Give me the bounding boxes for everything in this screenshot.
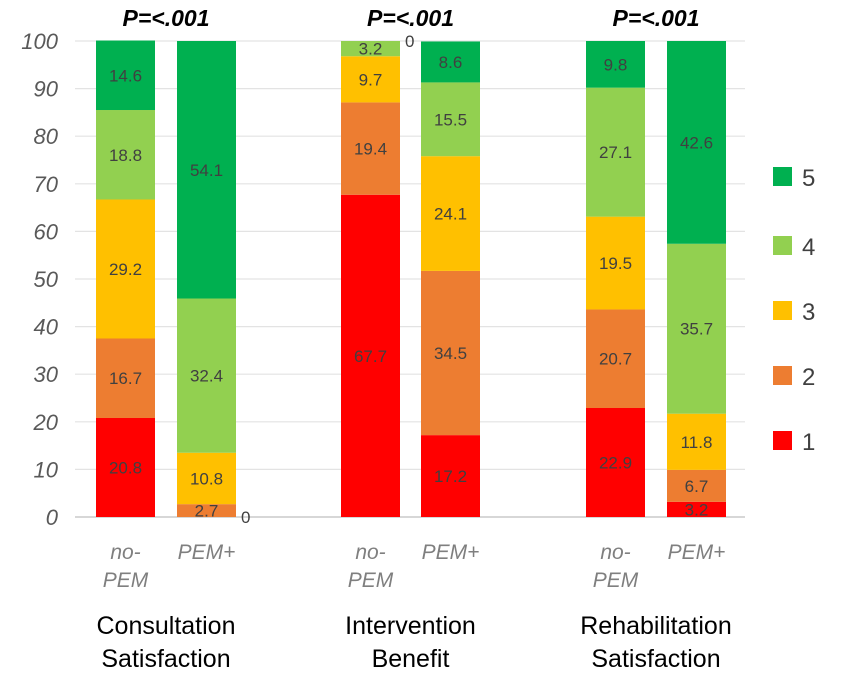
bar-segment-4 xyxy=(177,298,236,453)
data-label: 17.2 xyxy=(434,467,467,486)
legend-swatch-1 xyxy=(773,431,792,450)
data-label: 67.7 xyxy=(354,347,387,366)
y-tick-label: 10 xyxy=(34,457,59,482)
bar-segment-1 xyxy=(341,194,400,518)
data-label: 16.7 xyxy=(109,369,142,388)
bar-segment-2 xyxy=(177,504,236,517)
legend-swatch-3 xyxy=(773,301,792,320)
y-tick-label: 90 xyxy=(34,77,59,102)
data-label: 0 xyxy=(405,32,414,51)
legend-label: 1 xyxy=(802,429,815,456)
y-tick-label: 40 xyxy=(34,315,59,340)
bar-segment-5 xyxy=(421,41,480,83)
bar-segment-3 xyxy=(177,452,236,505)
data-label: 0 xyxy=(241,508,250,527)
category-label: no- xyxy=(600,541,630,564)
bar-segment-2 xyxy=(421,270,480,436)
data-label: 3.2 xyxy=(359,40,383,59)
legend-swatch-4 xyxy=(773,236,792,255)
legend-label: 4 xyxy=(802,234,815,261)
data-label: 20.8 xyxy=(109,458,142,477)
category-label: PEM xyxy=(348,569,394,592)
bar-segment-4 xyxy=(586,87,645,217)
bar-segment-2 xyxy=(96,338,155,418)
p-value-label: P=<.001 xyxy=(367,5,454,31)
bar-segment-5 xyxy=(586,41,645,88)
data-label: 22.9 xyxy=(599,453,632,472)
data-label: 14.6 xyxy=(109,66,142,85)
bar-segment-3 xyxy=(341,56,400,103)
bar-segment-5 xyxy=(177,41,236,299)
bar-segment-1 xyxy=(96,417,155,517)
data-label: 9.8 xyxy=(604,55,628,74)
data-label: 24.1 xyxy=(434,205,467,224)
data-label: 9.7 xyxy=(359,70,383,89)
category-label: PEM+ xyxy=(422,541,480,564)
group-label: Rehabilitation xyxy=(580,612,732,640)
y-tick-label: 30 xyxy=(34,362,59,387)
y-tick-label: 100 xyxy=(21,29,58,54)
group-label: Satisfaction xyxy=(101,645,230,673)
legend-label: 3 xyxy=(802,299,815,326)
data-label: 6.7 xyxy=(685,477,709,496)
bar-segment-5 xyxy=(667,41,726,244)
bar-segment-1 xyxy=(421,435,480,517)
y-tick-label: 50 xyxy=(34,267,59,292)
y-tick-label: 0 xyxy=(46,505,59,530)
p-value-label: P=<.001 xyxy=(123,5,210,31)
bar-segment-3 xyxy=(96,199,155,339)
data-label: 27.1 xyxy=(599,143,632,162)
category-label: PEM+ xyxy=(668,541,726,564)
data-label: 8.6 xyxy=(439,53,463,72)
bar-segment-3 xyxy=(667,413,726,470)
legend-swatch-5 xyxy=(773,167,792,186)
data-label: 2.7 xyxy=(195,502,219,521)
data-label: 3.2 xyxy=(685,500,709,519)
bar-segment-2 xyxy=(341,102,400,195)
bar-segment-4 xyxy=(667,243,726,414)
data-label: 32.4 xyxy=(190,367,223,386)
legend-swatch-2 xyxy=(773,366,792,385)
data-label: 34.5 xyxy=(434,344,467,363)
bar-segment-1 xyxy=(667,501,726,517)
bar-segment-2 xyxy=(586,309,645,408)
bar-segment-3 xyxy=(421,156,480,271)
legend-label: 2 xyxy=(802,364,815,391)
data-label: 54.1 xyxy=(190,161,223,180)
data-label: 11.8 xyxy=(681,433,713,452)
bar-segment-2 xyxy=(667,469,726,502)
p-value-label: P=<.001 xyxy=(613,5,700,31)
bar-segment-4 xyxy=(421,82,480,157)
group-label: Intervention xyxy=(345,612,476,640)
data-label: 10.8 xyxy=(190,469,223,488)
y-tick-label: 70 xyxy=(34,172,59,197)
data-label: 19.4 xyxy=(354,140,387,159)
y-tick-label: 80 xyxy=(34,124,59,149)
group-label: Benefit xyxy=(372,645,450,673)
category-label: PEM xyxy=(103,569,149,592)
data-label: 29.2 xyxy=(109,260,142,279)
data-label: 20.7 xyxy=(599,350,632,369)
bar-segment-1 xyxy=(586,407,645,517)
group-label: Consultation xyxy=(97,612,236,640)
y-tick-label: 60 xyxy=(34,219,59,244)
data-label: 42.6 xyxy=(680,133,713,152)
bar-segment-4 xyxy=(96,110,155,200)
data-label: 19.5 xyxy=(599,254,632,273)
category-label: no- xyxy=(355,541,385,564)
data-label: 35.7 xyxy=(680,320,713,339)
group-label: Satisfaction xyxy=(591,645,720,673)
category-label: no- xyxy=(110,541,140,564)
legend-label: 5 xyxy=(802,165,815,192)
bar-segment-4 xyxy=(341,41,400,57)
data-label: 15.5 xyxy=(434,110,467,129)
category-label: PEM+ xyxy=(178,541,236,564)
bar-segment-3 xyxy=(586,216,645,310)
bar-segment-5 xyxy=(96,40,155,111)
category-label: PEM xyxy=(593,569,639,592)
y-tick-label: 20 xyxy=(33,410,59,435)
data-label: 18.8 xyxy=(109,146,142,165)
